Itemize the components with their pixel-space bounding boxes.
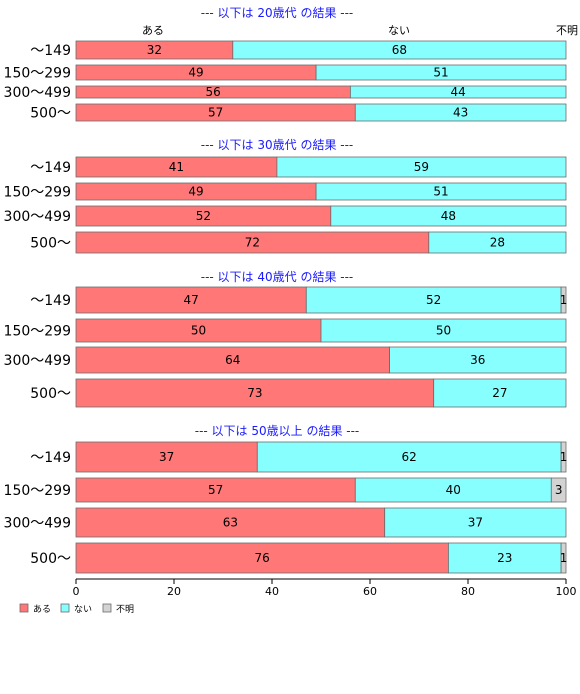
category-label: 300〜499 [4,85,71,101]
data-label: 50 [436,324,451,338]
bar-segment [75,542,449,574]
data-label: 57 [208,483,223,497]
x-tick-label: 40 [265,585,279,598]
data-label: 52 [196,209,211,223]
category-label: 150〜299 [4,66,71,82]
category-label: 300〜499 [4,209,71,225]
category-label: 〜149 [30,450,71,466]
bar-segment [550,477,567,503]
bar-segment [75,378,435,408]
data-label: 43 [453,106,468,120]
data-label: 52 [426,293,441,307]
bar-segment [75,286,307,314]
panel-title-1: --- 以下は 20歳代 の結果 --- [201,6,354,20]
x-tick-label: 60 [363,585,377,598]
category-label: 150〜299 [4,324,71,340]
bar-segment [447,542,562,574]
legend-label: ない [74,604,92,615]
data-label: 1 [560,551,568,565]
data-label: 50 [191,324,206,338]
bar-segment [320,318,567,343]
x-tick-label: 80 [461,585,475,598]
data-label: 23 [497,551,512,565]
bar-segment [384,507,567,538]
panel-title-4: --- 以下は 50歳以上 の結果 --- [195,424,360,438]
category-label: 150〜299 [4,185,71,201]
bar-segment [560,286,567,314]
data-label: 27 [492,386,507,400]
legend-swatch [60,603,70,613]
bar-segment [75,507,386,538]
data-label: 68 [392,43,407,57]
bar-segment [330,205,567,227]
bar-segment [354,477,552,503]
bar-segment [315,182,567,201]
category-label: 300〜499 [4,516,71,532]
data-label: 37 [468,516,483,530]
top-label-nai: ない [388,24,410,37]
data-label: 1 [560,293,568,307]
category-label: 150〜299 [4,483,71,499]
bar-segment [276,156,567,178]
bar-segment [75,346,391,374]
data-label: 41 [169,160,184,174]
panel-title-2: --- 以下は 30歳代 の結果 --- [201,138,354,152]
bar-segment [433,378,567,408]
data-label: 28 [490,236,505,250]
data-label: 37 [159,450,174,464]
bar-segment [560,542,567,574]
data-label: 32 [147,43,162,57]
data-label: 48 [441,209,456,223]
category-label: 500〜 [30,236,71,252]
data-label: 51 [433,185,448,199]
bar-segment [349,85,567,99]
data-label: 40 [446,483,461,497]
category-label: 〜149 [30,293,71,309]
bar-segment [305,286,562,314]
category-label: 500〜 [30,106,71,122]
bar-segment [389,346,567,374]
x-tick-label: 20 [167,585,181,598]
legend-label: ある [33,604,51,615]
data-label: 73 [247,386,262,400]
category-label: 〜149 [30,43,71,59]
bar-segment [428,231,567,254]
category-label: 〜149 [30,160,71,176]
bar-segment [75,441,258,473]
category-label: 500〜 [30,386,71,402]
data-label: 72 [245,236,260,250]
data-label: 1 [560,450,568,464]
data-label: 62 [402,450,417,464]
data-label: 57 [208,106,223,120]
bar-segment [256,441,562,473]
x-tick-label: 0 [73,585,80,598]
top-label-fumei: 不明 [556,24,578,37]
data-label: 76 [255,551,270,565]
top-label-aru: ある [142,24,164,37]
bar-segment [232,40,567,60]
bar-segment [315,64,567,81]
data-label: 36 [470,353,485,367]
data-label: 47 [184,293,199,307]
x-tick-label: 100 [556,585,577,598]
legend-swatch [102,603,112,613]
data-label: 59 [414,160,429,174]
data-label: 63 [223,516,238,530]
data-label: 56 [206,85,221,99]
bar-segment [560,441,567,473]
bar-segment [354,103,567,122]
data-label: 51 [433,66,448,80]
category-label: 300〜499 [4,353,71,369]
data-label: 44 [451,85,466,99]
legend-swatch [19,603,29,613]
data-label: 49 [188,185,203,199]
legend-label: 不明 [116,604,134,615]
data-label: 64 [225,353,240,367]
panel-title-3: --- 以下は 40歳代 の結果 --- [201,270,354,284]
data-label: 3 [555,483,563,497]
data-label: 49 [188,66,203,80]
category-label: 500〜 [30,551,71,567]
